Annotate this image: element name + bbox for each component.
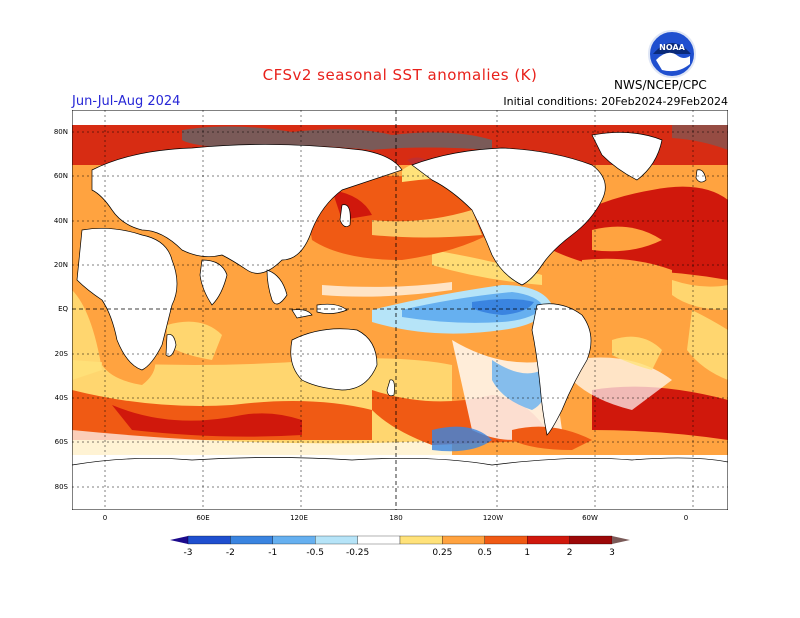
lat-label: 60S <box>54 438 68 446</box>
colorbar-segment <box>187 535 231 545</box>
noaa-logo-text: NOAA <box>659 43 685 52</box>
agency-label: NWS/NCEP/CPC <box>614 78 707 92</box>
lat-label: 40N <box>53 217 68 225</box>
lat-label: 60N <box>53 172 68 180</box>
colorbar-segment <box>272 535 316 545</box>
colorbar <box>170 535 630 545</box>
colorbar-label: 0.5 <box>477 548 492 558</box>
lat-label: 40S <box>54 394 68 402</box>
season-label: Jun-Jul-Aug 2024 <box>72 94 181 109</box>
lon-label: 0 <box>683 514 689 522</box>
lat-label: 80N <box>53 128 68 136</box>
colorbar-segment <box>484 535 528 545</box>
sst-anomaly-map <box>72 110 728 510</box>
initial-conditions-label: Initial conditions: 20Feb2024-29Feb2024 <box>503 95 728 108</box>
colorbar-label: -3 <box>183 548 193 558</box>
lat-label: 20N <box>53 261 68 269</box>
lon-label: 60W <box>582 514 598 522</box>
colorbar-segment <box>442 535 485 545</box>
lon-label: 120E <box>290 514 308 522</box>
equator-dateline <box>72 110 728 510</box>
colorbar-segment <box>315 535 358 545</box>
colorbar-label: -1 <box>268 548 278 558</box>
lon-label: 0 <box>102 514 108 522</box>
colorbar-segment <box>569 535 613 545</box>
lon-label: 180 <box>389 514 403 522</box>
colorbar-label: -0.25 <box>345 548 370 558</box>
graticule <box>72 110 728 510</box>
colorbar-label: -2 <box>225 548 235 558</box>
colorbar-label: -0.5 <box>306 548 324 558</box>
colorbar-label: 1 <box>524 548 531 558</box>
colorbar-segment <box>527 535 570 545</box>
map-title: CFSv2 seasonal SST anomalies (K) <box>262 66 538 84</box>
colorbar-segment <box>230 535 273 545</box>
colorbar-min-triangle <box>170 536 188 544</box>
lat-label: 20S <box>54 350 68 358</box>
lat-label: EQ <box>58 305 68 313</box>
lon-label: 120W <box>482 514 504 522</box>
colorbar-segment <box>399 535 443 545</box>
colorbar-max-triangle <box>612 536 630 544</box>
colorbar-label: 2 <box>566 548 573 558</box>
colorbar-label: 0.25 <box>432 548 453 558</box>
lon-label: 60E <box>196 514 210 522</box>
colorbar-label: 3 <box>609 548 615 558</box>
noaa-logo: NOAA <box>648 30 696 78</box>
colorbar-segment <box>357 535 401 545</box>
lat-label: 80S <box>54 483 68 491</box>
arctic-extreme-patch <box>182 126 492 150</box>
landmasses <box>72 132 728 510</box>
